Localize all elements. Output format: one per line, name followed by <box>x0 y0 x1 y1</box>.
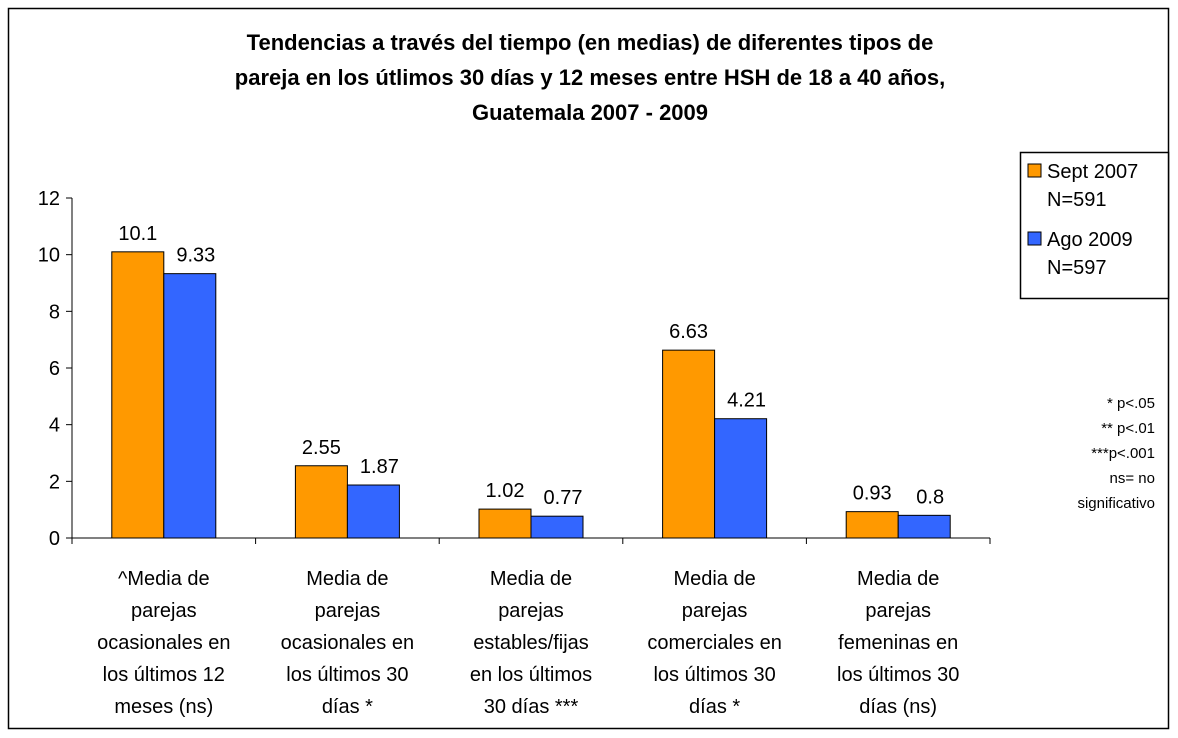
bar <box>662 349 716 539</box>
bar <box>845 511 899 539</box>
bar <box>478 508 532 539</box>
y-tick-label: 10 <box>38 245 60 267</box>
value-label: 10.1 <box>118 223 157 245</box>
y-tick-label: 2 <box>49 471 60 493</box>
x-tick-label: ^Media de parejas ocasionales en los último… <box>97 568 230 718</box>
chart-title: Tendencias a través del tiempo (en media… <box>235 30 945 125</box>
y-tick-label: 12 <box>38 188 60 210</box>
legend-box <box>1019 151 1170 300</box>
value-label: 9.33 <box>176 245 215 267</box>
bar <box>530 515 584 539</box>
bar <box>294 465 348 539</box>
annotation: * p<.05 ** p<.01 ***p<.001 ns= no significat… <box>1077 395 1155 512</box>
y-tick-label: 0 <box>49 528 60 550</box>
x-tick-label: Media de parejas comerciales en los últimos… <box>647 568 782 718</box>
bar <box>346 484 400 539</box>
x-tick-label: Media de parejas ocasionales en los últimos… <box>281 568 414 718</box>
legend-swatch <box>1027 231 1042 246</box>
legend-label: Sept 2007 N=591 <box>1047 161 1138 211</box>
legend-label: Ago 2009 N=597 <box>1047 229 1133 279</box>
value-label: 2.55 <box>302 437 341 459</box>
value-label: 0.77 <box>544 487 583 509</box>
y-tick-label: 8 <box>49 301 60 323</box>
bar <box>111 251 165 539</box>
legend-swatch <box>1027 163 1042 178</box>
bar <box>714 418 768 539</box>
y-tick-label: 4 <box>49 415 60 437</box>
bar <box>897 514 951 539</box>
value-label: 1.02 <box>486 480 525 502</box>
y-tick-label: 6 <box>49 358 60 380</box>
value-label: 6.63 <box>669 321 708 343</box>
value-label: 4.21 <box>727 390 766 412</box>
bar <box>163 273 217 539</box>
value-label: 1.87 <box>360 456 399 478</box>
x-tick-label: Media de parejas estables/fijas en los últi… <box>470 568 592 718</box>
value-label: 0.93 <box>853 483 892 505</box>
x-tick-label: Media de parejas femeninas en los últimos 3… <box>837 568 959 718</box>
value-label: 0.8 <box>916 486 944 508</box>
